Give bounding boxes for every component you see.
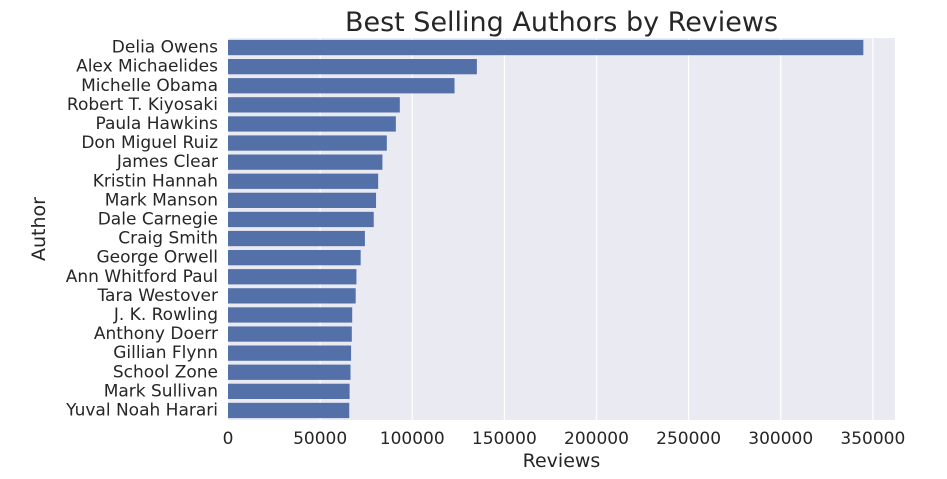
bar	[228, 250, 361, 266]
x-tick-label: 50000	[293, 429, 347, 449]
y-tick-label: Alex Michaelides	[76, 57, 218, 77]
bar	[228, 230, 365, 247]
bar	[228, 135, 387, 151]
y-tick-label: Craig Smith	[118, 229, 218, 249]
x-tick-label: 350000	[840, 429, 905, 449]
x-axis-label: Reviews	[523, 450, 601, 472]
y-tick-label: Anthony Doerr	[94, 324, 218, 344]
y-tick-label: Mark Sullivan	[104, 381, 218, 401]
bar	[228, 154, 383, 170]
bar	[228, 173, 379, 189]
bar	[228, 383, 350, 399]
bar	[228, 59, 477, 75]
y-tick-label: Paula Hawkins	[95, 114, 218, 134]
x-tick-labels: 0 50000 100000 150000 200000 250000 300000 3500…	[223, 429, 906, 449]
y-tick-label: Robert T. Kiyosaki	[67, 95, 218, 115]
y-tick-label: J. K. Rowling	[113, 305, 218, 325]
plot-area	[228, 38, 895, 420]
bar	[228, 364, 351, 380]
bar	[228, 97, 400, 113]
y-tick-label: James Clear	[116, 152, 218, 172]
bar	[228, 402, 350, 419]
bar	[228, 269, 357, 285]
y-tick-label: Dale Carnegie	[98, 209, 218, 229]
bar	[228, 116, 396, 132]
bar	[228, 211, 374, 228]
bar	[228, 78, 455, 94]
x-tick-label: 150000	[472, 429, 537, 449]
y-tick-label: Kristin Hannah	[93, 171, 218, 191]
y-tick-label: School Zone	[113, 362, 218, 382]
y-tick-label: Yuval Noah Harari	[65, 400, 218, 420]
y-tick-label: Delia Owens	[112, 38, 218, 58]
bar	[228, 326, 352, 342]
bar	[228, 39, 864, 56]
y-tick-label: Tara Westover	[96, 286, 218, 306]
bar	[228, 345, 352, 361]
x-tick-label: 200000	[564, 429, 629, 449]
y-tick-label: Gillian Flynn	[113, 343, 218, 363]
x-tick-label: 100000	[380, 429, 445, 449]
bar	[228, 192, 377, 208]
x-tick-label: 0	[223, 429, 234, 449]
chart-title: Best Selling Authors by Reviews	[345, 7, 778, 38]
y-axis-label: Author	[28, 197, 50, 261]
y-tick-label: Don Miguel Ruiz	[81, 133, 218, 153]
bar	[228, 288, 356, 304]
y-tick-label: Mark Manson	[105, 190, 218, 210]
bar	[228, 307, 353, 323]
x-tick-label: 300000	[748, 429, 813, 449]
y-tick-label: George Orwell	[96, 248, 218, 268]
y-tick-label: Ann Whitford Paul	[66, 267, 218, 287]
y-tick-label: Michelle Obama	[81, 76, 218, 96]
x-tick-label: 250000	[656, 429, 721, 449]
bars	[228, 39, 864, 419]
